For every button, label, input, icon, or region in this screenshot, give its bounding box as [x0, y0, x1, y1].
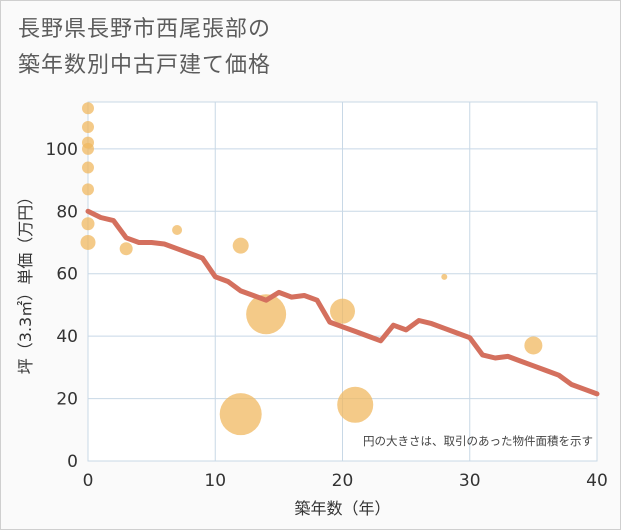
- y-tick-label: 20: [56, 390, 78, 410]
- title-line-2: 築年数別中古戸建て価格: [18, 53, 272, 78]
- y-axis-label: 坪（3.3㎡）単価（万円）: [16, 189, 35, 374]
- tick-labels: 0 10 20 30 40 0 20 40 60 80 100: [46, 140, 608, 491]
- x-tick-label: 0: [83, 471, 94, 491]
- x-tick-label: 40: [586, 471, 608, 491]
- scatter-point: [232, 237, 249, 254]
- scatter-point: [524, 336, 543, 355]
- scatter-point: [219, 393, 262, 436]
- x-tick-label: 20: [332, 471, 354, 491]
- y-tick-label: 80: [56, 202, 78, 222]
- y-tick-label: 0: [67, 452, 78, 472]
- x-tick-label: 30: [459, 471, 481, 491]
- scatter-point: [82, 102, 94, 115]
- title-line-1: 長野県長野市西尾張部の: [18, 17, 272, 42]
- scatter-point: [246, 294, 287, 335]
- scatter-points: [80, 102, 543, 436]
- scatter-point: [82, 183, 94, 196]
- scatter-point: [82, 120, 94, 133]
- y-tick-label: 100: [46, 140, 78, 160]
- scatter-point: [82, 142, 94, 155]
- scatter-point: [337, 386, 374, 423]
- scatter-point: [330, 298, 355, 324]
- scatter-point: [119, 242, 133, 256]
- trend-line: [85, 208, 600, 397]
- scatter-point: [81, 217, 95, 231]
- scatter-point: [172, 224, 183, 235]
- scatter-point: [80, 234, 96, 250]
- x-tick-label: 10: [204, 471, 226, 491]
- scatter-point: [441, 273, 448, 280]
- y-tick-label: 60: [56, 265, 78, 285]
- chart-title: 長野県長野市西尾張部の 築年数別中古戸建て価格: [18, 12, 271, 84]
- size-note: 円の大きさは、取引のあった物件面積を示す: [363, 434, 593, 448]
- x-axis-label: 築年数（年）: [294, 499, 390, 518]
- scatter-point: [82, 161, 94, 174]
- y-tick-label: 40: [56, 327, 78, 347]
